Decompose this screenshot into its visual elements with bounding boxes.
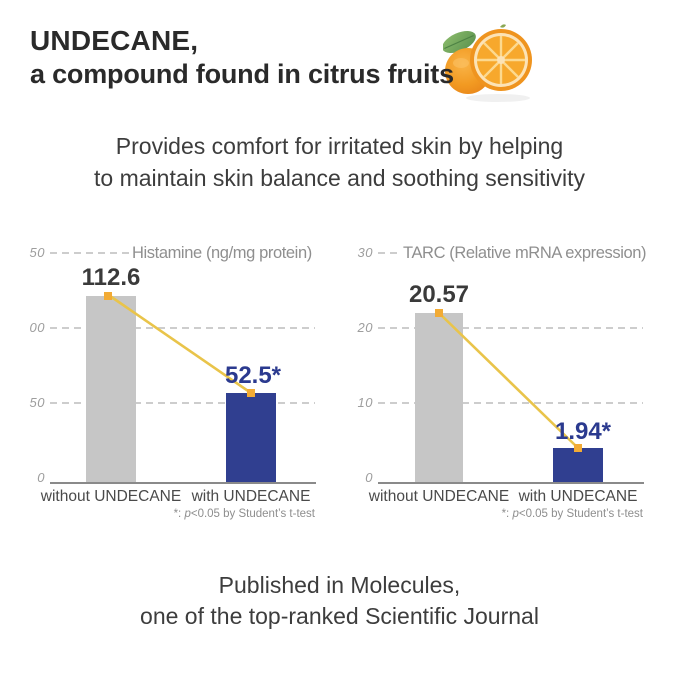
orange-fruit-icon: [443, 24, 532, 102]
title-line-1: UNDECANE,: [30, 25, 199, 56]
footnote-p: p: [512, 508, 519, 520]
publication-note: Published in Molecules, one of the top-r…: [0, 570, 679, 632]
value-label-without: 20.57: [408, 281, 470, 308]
gridline: [378, 252, 400, 254]
value-label-with: 1.94*: [554, 418, 612, 445]
x-label-without: without UNDECANE: [368, 488, 510, 505]
y-tick: 50: [29, 245, 45, 260]
chart-title: Histamine (ng/mg protein): [132, 244, 312, 262]
y-tick: 30: [357, 245, 373, 260]
x-axis-line: [50, 482, 316, 484]
footnote-prefix: *:: [173, 508, 185, 520]
tarc-chart: 30 20 10 0 TARC (Relative mRNA expressio…: [328, 240, 668, 535]
benefit-subtitle: Provides comfort for irritated skin by h…: [0, 130, 679, 194]
y-tick: 0: [37, 470, 45, 485]
chart-title: TARC (Relative mRNA expression): [403, 244, 647, 262]
bar-with-undecane: [553, 448, 603, 483]
x-axis-line: [378, 482, 644, 484]
page-title: UNDECANE, a compound found in citrus fru…: [30, 24, 454, 91]
y-tick: 00: [29, 320, 45, 335]
footnote-rest: <0.05 by Student’s t-test: [518, 508, 643, 520]
title-line-2: a compound found in citrus fruits: [30, 59, 454, 89]
gridline: [50, 252, 130, 254]
y-tick: 50: [29, 395, 45, 410]
bar-without-undecane: [415, 313, 463, 483]
x-label-with: with UNDECANE: [518, 488, 638, 505]
y-tick: 10: [357, 395, 373, 410]
footnote-rest: <0.05 by Student’s t-test: [190, 508, 315, 520]
subtitle-line-1: Provides comfort for irritated skin by h…: [115, 133, 564, 159]
x-label-without: without UNDECANE: [40, 488, 182, 505]
x-label-with: with UNDECANE: [191, 488, 311, 505]
footnote-p: p: [184, 508, 191, 520]
value-label-without: 112.6: [81, 264, 141, 291]
y-tick: 0: [365, 470, 373, 485]
footnote-prefix: *:: [501, 508, 513, 520]
subtitle-line-2: to maintain skin balance and soothing se…: [94, 165, 585, 191]
bar-with-undecane: [226, 393, 276, 483]
bar-without-undecane: [86, 296, 136, 483]
histamine-chart: 50 00 50 0 Histamine (ng/mg protein) 112…: [0, 240, 340, 535]
significance-footnote: *: p<0.05 by Student’s t-test: [90, 508, 315, 520]
value-label-with: 52.5*: [224, 362, 282, 389]
y-tick: 20: [357, 320, 373, 335]
significance-footnote: *: p<0.05 by Student’s t-test: [418, 508, 643, 520]
publication-line-2: one of the top-ranked Scientific Journal: [140, 603, 539, 629]
publication-line-1: Published in Molecules,: [218, 572, 461, 598]
gridline: [50, 402, 315, 404]
